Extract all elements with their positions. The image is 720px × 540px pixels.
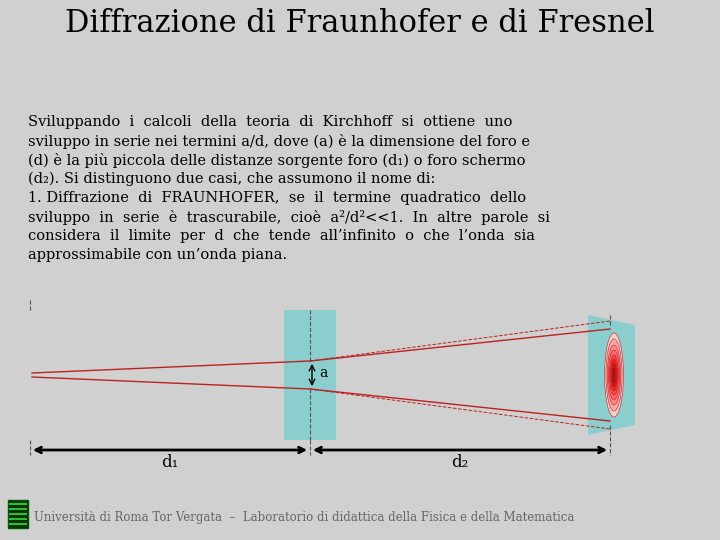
Ellipse shape bbox=[611, 359, 618, 391]
Ellipse shape bbox=[612, 367, 616, 383]
Text: considera  il  limite  per  d  che  tende  all’infinito  o  che  l’onda  sia: considera il limite per d che tende all’… bbox=[28, 229, 535, 243]
Ellipse shape bbox=[610, 355, 618, 395]
Text: a: a bbox=[319, 366, 328, 380]
Text: d₂: d₂ bbox=[451, 454, 469, 471]
Text: (d₂). Si distinguono due casi, che assumono il nome di:: (d₂). Si distinguono due casi, che assum… bbox=[28, 172, 436, 186]
Ellipse shape bbox=[611, 363, 617, 387]
Bar bbox=[8, 500, 28, 528]
Ellipse shape bbox=[607, 345, 621, 405]
Text: sviluppo  in  serie  è  trascurabile,  cioè  a²/d²<<1.  In  altre  parole  si: sviluppo in serie è trascurabile, cioè a… bbox=[28, 210, 550, 225]
Text: Sviluppando  i  calcoli  della  teoria  di  Kirchhoff  si  ottiene  uno: Sviluppando i calcoli della teoria di Ki… bbox=[28, 115, 513, 129]
Text: approssimabile con un’onda piana.: approssimabile con un’onda piana. bbox=[28, 248, 287, 262]
Text: Diffrazione di Fraunhofer e di Fresnel: Diffrazione di Fraunhofer e di Fresnel bbox=[66, 8, 654, 39]
Polygon shape bbox=[588, 315, 635, 435]
Ellipse shape bbox=[613, 372, 615, 378]
Text: Università di Roma Tor Vergata  –  Laboratorio di didattica della Fisica e della: Università di Roma Tor Vergata – Laborat… bbox=[34, 511, 575, 524]
Text: (d) è la più piccola delle distanze sorgente foro (d₁) o foro schermo: (d) è la più piccola delle distanze sorg… bbox=[28, 153, 526, 168]
Ellipse shape bbox=[606, 339, 622, 411]
Text: sviluppo in serie nei termini a/d, dove (a) è la dimensione del foro e: sviluppo in serie nei termini a/d, dove … bbox=[28, 134, 530, 149]
Text: d₁: d₁ bbox=[161, 454, 179, 471]
Ellipse shape bbox=[605, 333, 624, 417]
Ellipse shape bbox=[613, 370, 615, 380]
Bar bbox=[284, 310, 336, 440]
Ellipse shape bbox=[608, 350, 620, 400]
Text: 1. Diffrazione  di  FRAUNHOFER,  se  il  termine  quadratico  dello: 1. Diffrazione di FRAUNHOFER, se il term… bbox=[28, 191, 526, 205]
